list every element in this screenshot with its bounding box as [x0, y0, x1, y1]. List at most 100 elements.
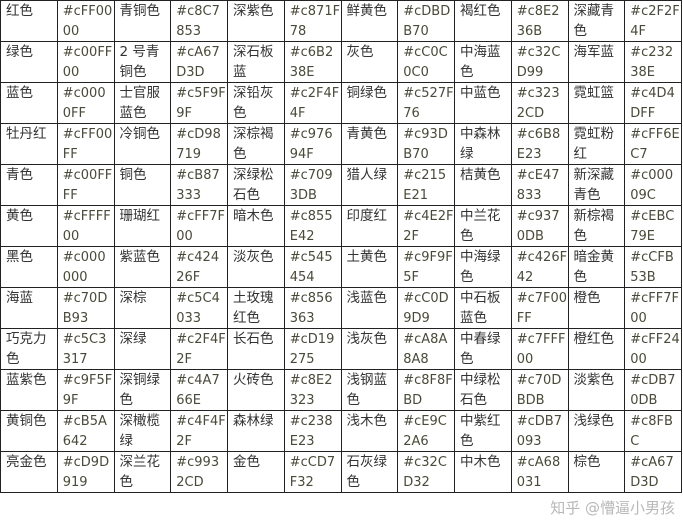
- color-hex-cell: #cFF2400: [624, 328, 682, 370]
- color-hex-cell: #c0000FF: [56, 82, 115, 124]
- color-hex-cell: #c3232CD: [510, 82, 569, 124]
- color-name-cell: 蓝紫色: [0, 369, 58, 411]
- color-hex-cell: #c5C4033: [170, 287, 228, 329]
- color-hex-cell: #c8E236B: [510, 0, 569, 42]
- color-name-cell: 青黄色: [340, 123, 399, 165]
- color-hex-cell: #c9F5F9F: [56, 369, 115, 411]
- color-hex-cell: #c426F42: [510, 246, 569, 288]
- color-name-cell: 深铅灰色: [227, 82, 285, 124]
- color-name-cell: 中海绿色: [454, 246, 512, 288]
- color-table: 红色 #cFF0000 青铜色 #c8C7853 深紫色 #c871F78 鲜黄色 #cDBD…: [0, 0, 682, 493]
- color-hex-cell: #c4A766E: [170, 369, 228, 411]
- color-hex-cell: #cA67D3D: [624, 451, 682, 493]
- color-hex-cell: #c93DB70: [397, 123, 455, 165]
- color-hex-cell: #c00FF00: [56, 41, 115, 83]
- color-hex-cell: #c32CD32: [397, 451, 455, 493]
- color-hex-cell: #cFF0000: [56, 0, 115, 42]
- color-name-cell: 猎人绿: [340, 164, 399, 206]
- color-hex-cell: #c7093DB: [283, 164, 342, 206]
- color-hex-cell: #c2F4F4F: [283, 82, 342, 124]
- color-name-cell: 淡紫色: [567, 369, 626, 411]
- color-hex-cell: #cA67D3D: [170, 41, 228, 83]
- color-name-cell: 暗金黄色: [567, 246, 626, 288]
- color-name-cell: 红色: [0, 0, 58, 42]
- color-hex-cell: #c4D4DFF: [624, 82, 682, 124]
- color-hex-cell: #cB5A642: [56, 410, 115, 452]
- color-hex-cell: #c000000: [56, 246, 115, 288]
- color-name-cell: 冷铜色: [113, 123, 172, 165]
- color-hex-cell: #c527F76: [397, 82, 455, 124]
- color-name-cell: 桔黄色: [454, 164, 512, 206]
- color-hex-cell: #c8C7853: [170, 0, 228, 42]
- color-hex-cell: #c215E21: [397, 164, 455, 206]
- color-hex-cell: #cCFB53B: [624, 246, 682, 288]
- color-hex-cell: #cC0C0C0: [397, 41, 455, 83]
- color-name-cell: 珊瑚红: [113, 205, 172, 247]
- color-name-cell: 橙色: [567, 287, 626, 329]
- color-hex-cell: #c7FFF00: [510, 328, 569, 370]
- table-row: 蓝紫色 #c9F5F9F 深铜绿色 #c4A766E 火砖色 #c8E2323 浅钢蓝色 #c…: [0, 369, 682, 411]
- color-name-cell: 青铜色: [113, 0, 172, 42]
- table-row: 黄铜色 #cB5A642 深橄榄绿 #c4F4F2F 森林绿 #c238E23 浅木色 #cE…: [0, 410, 682, 452]
- color-name-cell: 土玫瑰红色: [227, 287, 285, 329]
- color-hex-cell: #cFF00FF: [56, 123, 115, 165]
- color-name-cell: 深绿: [113, 328, 172, 370]
- color-name-cell: 巧克力色: [0, 328, 58, 370]
- color-name-cell: 黄色: [0, 205, 58, 247]
- table-row: 黑色 #c000000 紫蓝色 #c42426F 淡灰色 #c545454 土黄色 #c9F9…: [0, 246, 682, 288]
- color-name-cell: 紫蓝色: [113, 246, 172, 288]
- watermark: 知乎 @懵逼小男孩: [550, 499, 675, 517]
- table-row: 牡丹红 #cFF00FF 冷铜色 #cD98719 深棕褐色 #c97694F 青黄色 #c9…: [0, 123, 682, 165]
- table-row: 海蓝 #c70DB93 深棕 #c5C4033 土玫瑰红色 #c856363 浅蓝色 #cC0…: [0, 287, 682, 329]
- table-row: 蓝色 #c0000FF 士官服蓝色 #c5F9F9F 深铅灰色 #c2F4F4F 铜绿色 #c…: [0, 82, 682, 124]
- color-name-cell: 暗木色: [227, 205, 285, 247]
- color-hex-cell: #c00FFFF: [56, 164, 115, 206]
- color-name-cell: 2 号青铜色: [113, 41, 172, 83]
- color-name-cell: 灰色: [340, 41, 399, 83]
- table-row: 巧克力色 #c5C3317 深绿 #c2F4F2F 长石色 #cD19275 浅灰色 #cA8…: [0, 328, 682, 370]
- color-hex-cell: #c70DBDB: [510, 369, 569, 411]
- color-name-cell: 中春绿色: [454, 328, 512, 370]
- color-name-cell: 绿色: [0, 41, 58, 83]
- color-hex-cell: #cD19275: [283, 328, 342, 370]
- color-name-cell: 浅木色: [340, 410, 399, 452]
- table-row: 绿色 #c00FF00 2 号青铜色 #cA67D3D 深石板蓝 #c6B238E 灰色 #c…: [0, 41, 682, 83]
- color-name-cell: 中兰花色: [454, 205, 512, 247]
- color-hex-cell: #cFF7F00: [170, 205, 228, 247]
- color-hex-cell: #c856363: [283, 287, 342, 329]
- color-hex-cell: #c9370DB: [510, 205, 569, 247]
- color-name-cell: 霓虹篮: [567, 82, 626, 124]
- color-hex-cell: #c5F9F9F: [170, 82, 228, 124]
- color-name-cell: 浅绿色: [567, 410, 626, 452]
- color-hex-cell: #cFFFF00: [56, 205, 115, 247]
- color-name-cell: 亮金色: [0, 451, 58, 493]
- table-row: 亮金色 #cD9D919 深兰花色 #c9932CD 金色 #cCD7F32 石灰绿色 #c3…: [0, 451, 682, 493]
- color-name-cell: 中石板蓝色: [454, 287, 512, 329]
- color-name-cell: 浅钢蓝色: [340, 369, 399, 411]
- color-hex-cell: #cFF7F00: [624, 287, 682, 329]
- color-hex-cell: #cFF6EC7: [624, 123, 682, 165]
- color-name-cell: 深橄榄绿: [113, 410, 172, 452]
- color-name-cell: 土黄色: [340, 246, 399, 288]
- color-name-cell: 海蓝: [0, 287, 58, 329]
- color-hex-cell: #c70DB93: [56, 287, 115, 329]
- color-name-cell: 深石板蓝: [227, 41, 285, 83]
- color-name-cell: 橙红色: [567, 328, 626, 370]
- color-name-cell: 海军蓝: [567, 41, 626, 83]
- color-name-cell: 士官服蓝色: [113, 82, 172, 124]
- color-hex-cell: #cA8A8A8: [397, 328, 455, 370]
- color-hex-cell: #c238E23: [283, 410, 342, 452]
- color-name-cell: 印度红: [340, 205, 399, 247]
- color-name-cell: 深藏青色: [567, 0, 626, 42]
- color-hex-cell: #c2F4F2F: [170, 328, 228, 370]
- color-hex-cell: #cA68031: [510, 451, 569, 493]
- table-row: 青色 #c00FFFF 铜色 #cB87333 深绿松石色 #c7093DB 猎人绿 #c21…: [0, 164, 682, 206]
- color-name-cell: 石灰绿色: [340, 451, 399, 493]
- color-hex-cell: #c855E42: [283, 205, 342, 247]
- color-name-cell: 中森林绿: [454, 123, 512, 165]
- color-hex-cell: #c42426F: [170, 246, 228, 288]
- color-name-cell: 中绿松石色: [454, 369, 512, 411]
- color-name-cell: 深绿松石色: [227, 164, 285, 206]
- color-hex-cell: #cE47833: [510, 164, 569, 206]
- table-row: 红色 #cFF0000 青铜色 #c8C7853 深紫色 #c871F78 鲜黄色 #cDBD…: [0, 0, 682, 42]
